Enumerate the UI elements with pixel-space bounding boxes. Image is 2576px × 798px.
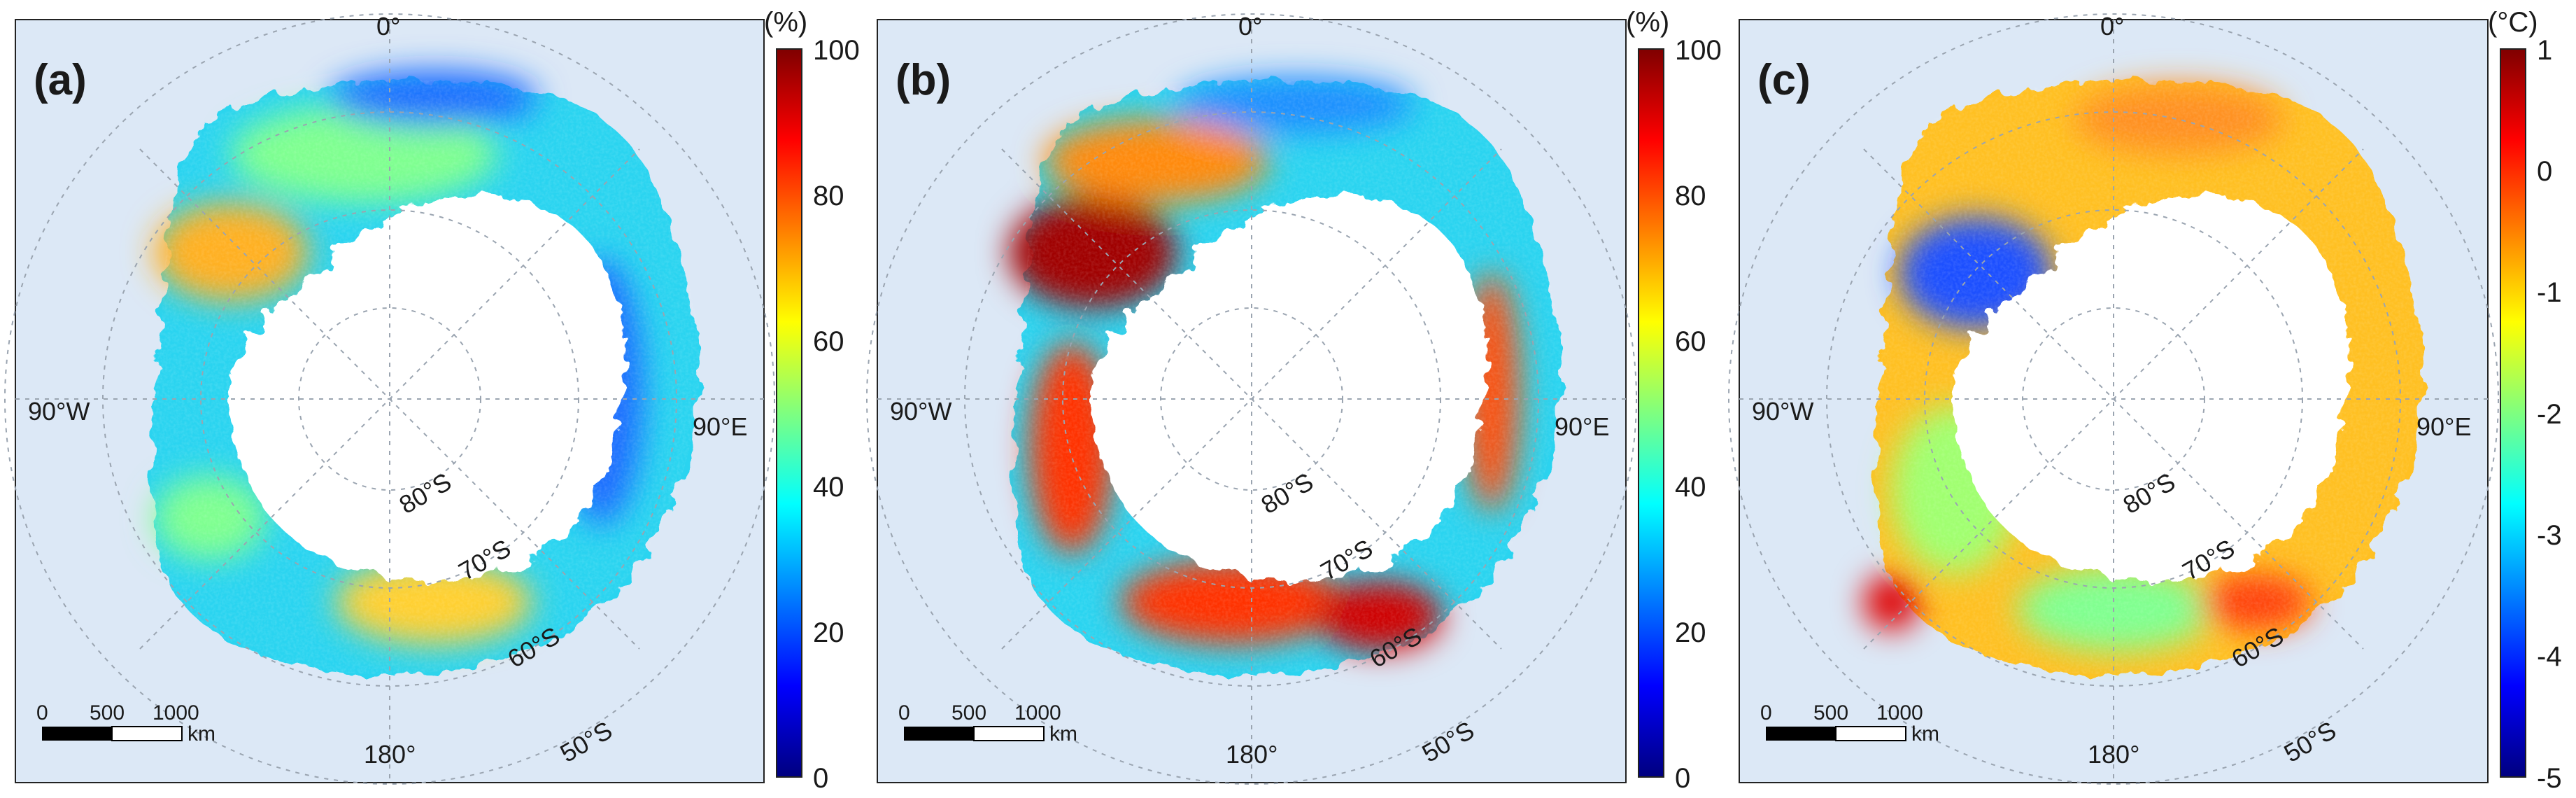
colorbar-tick: -5 [2537,763,2562,794]
lon-label-bottom: 180° [364,740,416,769]
scalebar-unit: km [1911,722,1939,746]
colorbar-tick: 60 [813,326,844,357]
colorbar: (°C) 1 0 -1 -2 -3 -4 -5 [2488,7,2562,794]
scalebar-tick-0: 0 [898,701,910,724]
panel-label: (c) [1757,56,1811,104]
scalebar-unit: km [187,722,215,746]
scalebar-tick-500: 500 [951,701,986,724]
graticule [1728,13,2499,785]
colorbar-tick: 0 [2537,156,2552,187]
colorbar-tick: 0 [1675,763,1690,794]
colorbar-tick: 100 [813,35,860,66]
scalebar-unit: km [1049,722,1077,746]
scale-bar: 0 500 1000 km [898,701,1077,746]
lon-label-right: 90°E [693,412,747,441]
colorbar-tick: -4 [2537,641,2562,672]
sea-ice-field [1864,79,2423,675]
colorbar-tick: 1 [2537,35,2552,66]
ice-speckle [150,79,700,675]
panel-b: (b) 0° 90°W 90°E 180° 80°S 70°S 60°S 50°… [866,7,1722,794]
lon-label-bottom: 180° [2088,740,2139,769]
colorbar-tick: 20 [813,617,844,648]
lon-label-right: 90°E [2416,412,2471,441]
lon-label-bottom: 180° [1226,740,1278,769]
scalebar-tick-1000: 1000 [1014,701,1061,724]
graticule [4,13,775,785]
sea-ice-field [1009,77,1562,675]
colorbar-tick: 40 [813,472,844,503]
sea-ice-field [150,70,700,675]
lon-label-top: 0° [1238,12,1262,41]
lon-label-right: 90°E [1555,412,1609,441]
colorbar-tick: 80 [813,181,844,211]
graticule [866,13,1637,785]
colorbar-tick: -3 [2537,520,2562,551]
panel-label: (a) [34,56,87,104]
colorbar-unit: (%) [764,7,807,38]
colorbar-tick: 0 [813,763,828,794]
panel-label: (b) [896,56,951,104]
lon-label-left: 90°W [28,397,90,426]
ice-speckle [1874,79,2423,675]
colorbar-tick: -2 [2537,399,2562,430]
scalebar-tick-1000: 1000 [153,701,199,724]
scalebar-tick-500: 500 [90,701,125,724]
scalebar-tick-0: 0 [1760,701,1772,724]
colorbar-tick: 40 [1675,472,1706,503]
colorbar-unit: (%) [1626,7,1669,38]
colorbar-tick: 60 [1675,326,1706,357]
colorbar-ticks: 1 0 -1 -2 -3 -4 -5 [2537,35,2562,794]
lon-label-top: 0° [376,12,400,41]
colorbar-ticks: 100 80 60 40 20 0 [813,35,860,794]
scalebar-tick-1000: 1000 [1876,701,1923,724]
colorbar: (%) 100 80 60 40 20 0 [764,7,860,794]
scalebar-tick-0: 0 [36,701,48,724]
colorbar-unit: (°C) [2488,7,2538,38]
panel-c: (c) 0° 90°W 90°E 180° 80°S 70°S 60°S 50°… [1728,7,2562,794]
colorbar-tick: -1 [2537,277,2562,308]
scale-bar: 0 500 1000 km [1760,701,1939,746]
scale-bar: 0 500 1000 km [36,701,215,746]
colorbar-ticks: 100 80 60 40 20 0 [1675,35,1722,794]
colorbar-tick: 100 [1675,35,1722,66]
colorbar: (%) 100 80 60 40 20 0 [1626,7,1722,794]
lon-label-left: 90°W [1752,397,1813,426]
lon-label-top: 0° [2100,12,2124,41]
panel-a: (a) 0° 90°W 90°E 180° 80°S 70°S 60°S 50°… [4,7,860,794]
colorbar-tick: 80 [1675,181,1706,211]
scalebar-tick-500: 500 [1813,701,1848,724]
colorbar-tick: 20 [1675,617,1706,648]
ice-speckle [1012,79,1562,675]
lon-label-left: 90°W [890,397,951,426]
